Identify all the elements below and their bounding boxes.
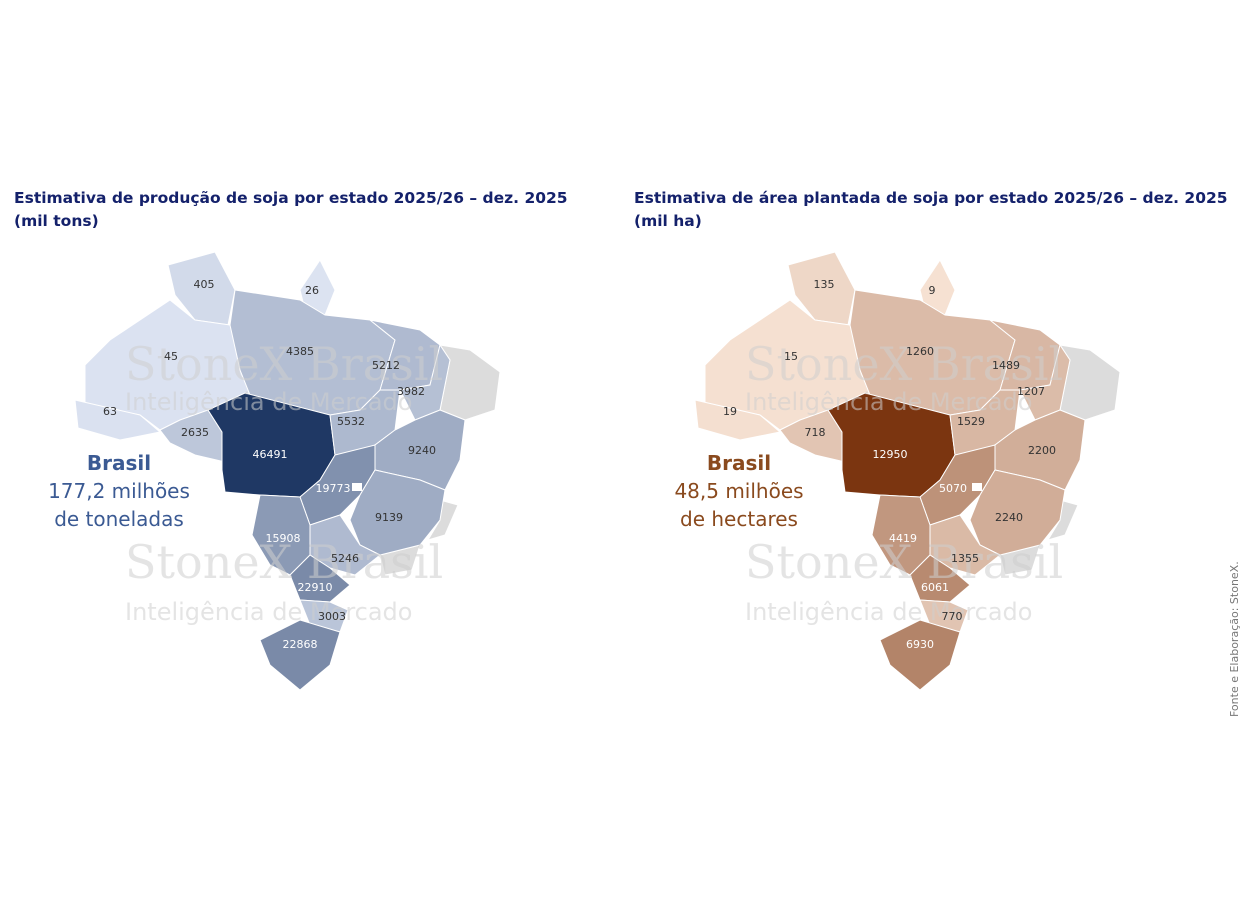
watermark-tagline: Inteligência de Mercado [125, 388, 412, 416]
state-value: 1529 [957, 415, 985, 428]
state-value: 12950 [873, 448, 908, 461]
watermark-brand: StoneX Brasil [125, 337, 443, 391]
state-value: 5212 [372, 359, 400, 372]
state-value: 6930 [906, 638, 934, 651]
map-unit: (mil ha) [634, 212, 702, 230]
watermark-brand: StoneX Brasil [125, 535, 443, 589]
state [694, 399, 782, 441]
total-text: de hectares [680, 507, 798, 531]
map-panel: Estimativa de produção de soja por estad… [14, 189, 568, 691]
state-value: 770 [942, 610, 963, 623]
state [259, 619, 341, 691]
state-value: 63 [103, 405, 117, 418]
state-value: 15908 [266, 532, 301, 545]
total-text: 48,5 milhões [674, 479, 803, 503]
state-value: 4419 [889, 532, 917, 545]
state-value: 5070 [939, 482, 967, 495]
state-value: 1260 [906, 345, 934, 358]
state-value: 3982 [397, 385, 425, 398]
state-value: 1489 [992, 359, 1020, 372]
state-value: 3003 [318, 610, 346, 623]
state-value: 1207 [1017, 385, 1045, 398]
state [879, 619, 961, 691]
state-value: 22910 [298, 581, 333, 594]
federal-district [352, 483, 362, 491]
state-value: 22868 [283, 638, 318, 651]
map-title: Estimativa de área plantada de soja por … [634, 189, 1228, 207]
state-value: 5532 [337, 415, 365, 428]
watermark-tagline: Inteligência de Mercado [745, 598, 1032, 626]
watermark-brand: StoneX Brasil [745, 535, 1063, 589]
state-value: 26 [305, 284, 319, 297]
state-value: 9139 [375, 511, 403, 524]
state-value: 2200 [1028, 444, 1056, 457]
state-value: 405 [194, 278, 215, 291]
map-unit: (mil tons) [14, 212, 99, 230]
federal-district [972, 483, 982, 491]
map-title: Estimativa de produção de soja por estad… [14, 189, 568, 207]
total-text: de toneladas [54, 507, 184, 531]
map-panel: Estimativa de área plantada de soja por … [634, 189, 1228, 691]
watermark-tagline: Inteligência de Mercado [125, 598, 412, 626]
state [349, 469, 446, 556]
source-note: Fonte e Elaboração: StoneX. [1228, 561, 1241, 717]
total-label: Brasil [87, 451, 151, 475]
state-value: 2240 [995, 511, 1023, 524]
watermark-brand: StoneX Brasil [745, 337, 1063, 391]
state-value: 135 [814, 278, 835, 291]
total-label: Brasil [707, 451, 771, 475]
total-text: 177,2 milhões [48, 479, 190, 503]
state-value: 1355 [951, 552, 979, 565]
state-value: 15 [784, 350, 798, 363]
state-value: 46491 [253, 448, 288, 461]
state-value: 6061 [921, 581, 949, 594]
state-value: 4385 [286, 345, 314, 358]
watermark-tagline: Inteligência de Mercado [745, 388, 1032, 416]
state-value: 5246 [331, 552, 359, 565]
state-value: 9240 [408, 444, 436, 457]
state-value: 19773 [316, 482, 351, 495]
state [969, 469, 1066, 556]
state [74, 399, 162, 441]
state-value: 718 [805, 426, 826, 439]
state-value: 2635 [181, 426, 209, 439]
state-value: 45 [164, 350, 178, 363]
state-value: 19 [723, 405, 737, 418]
state-value: 9 [929, 284, 936, 297]
